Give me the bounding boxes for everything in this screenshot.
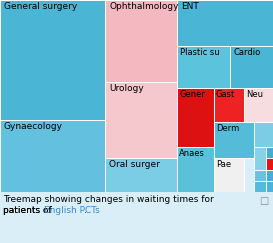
Bar bbox=[266, 170, 273, 181]
Text: English PCTs: English PCTs bbox=[44, 206, 99, 215]
Bar bbox=[105, 158, 177, 192]
Bar bbox=[105, 82, 177, 158]
Text: Gynaecology: Gynaecology bbox=[4, 122, 63, 131]
Text: Plastic su: Plastic su bbox=[180, 48, 219, 57]
Text: patients of: patients of bbox=[3, 206, 55, 215]
Bar bbox=[177, 88, 214, 147]
Text: Gast: Gast bbox=[216, 90, 235, 99]
Text: Anaes: Anaes bbox=[179, 149, 205, 158]
Text: Oral surger: Oral surger bbox=[109, 160, 160, 169]
Text: Ophthalmology: Ophthalmology bbox=[109, 2, 179, 11]
Bar bbox=[266, 181, 273, 192]
Bar bbox=[254, 181, 266, 192]
Bar bbox=[230, 46, 273, 88]
Text: .: . bbox=[84, 206, 87, 215]
Text: Gener: Gener bbox=[179, 90, 205, 99]
Bar bbox=[214, 158, 244, 192]
Text: □: □ bbox=[259, 196, 268, 206]
Text: Urology: Urology bbox=[109, 84, 144, 93]
Bar bbox=[244, 88, 273, 122]
Bar bbox=[254, 170, 266, 181]
Bar bbox=[254, 122, 273, 147]
Text: Derm: Derm bbox=[216, 124, 239, 133]
Text: Neu: Neu bbox=[246, 90, 263, 99]
Bar bbox=[214, 122, 254, 158]
Bar bbox=[214, 88, 244, 122]
Bar bbox=[0, 0, 105, 120]
Text: Treemap showing changes in waiting times for: Treemap showing changes in waiting times… bbox=[3, 195, 214, 204]
Text: General surgery: General surgery bbox=[4, 2, 77, 11]
Text: ENT: ENT bbox=[181, 2, 199, 11]
Bar bbox=[266, 158, 273, 170]
Bar bbox=[266, 147, 273, 158]
Bar bbox=[177, 46, 230, 88]
Text: patients of: patients of bbox=[3, 206, 55, 215]
Bar bbox=[177, 147, 214, 192]
Text: Cardio: Cardio bbox=[233, 48, 260, 57]
Text: Pae: Pae bbox=[216, 160, 231, 169]
Bar bbox=[0, 120, 105, 192]
Bar bbox=[254, 147, 266, 170]
Bar bbox=[177, 0, 273, 46]
Bar bbox=[105, 0, 177, 82]
